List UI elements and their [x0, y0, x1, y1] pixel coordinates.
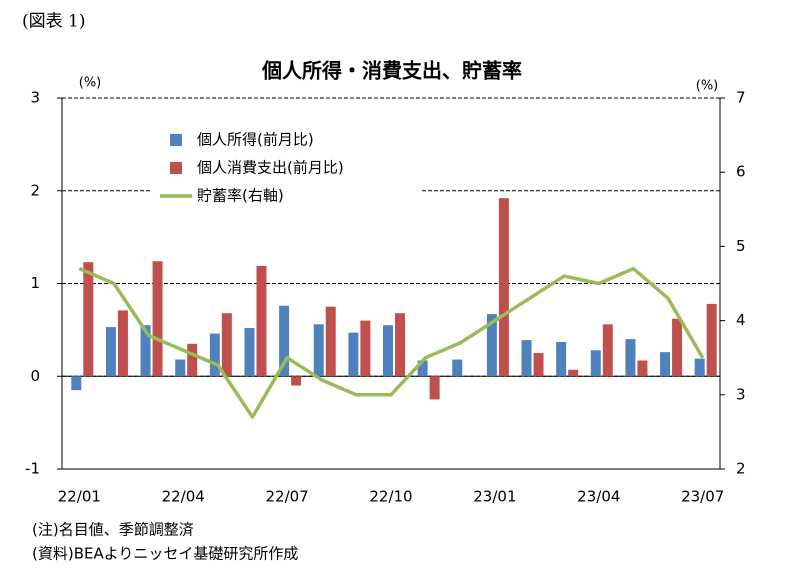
x-tick-label: 22/10	[369, 488, 412, 506]
y-tick-label: 2	[30, 181, 40, 199]
bar	[175, 359, 186, 377]
bar	[486, 314, 497, 377]
bar	[348, 332, 359, 377]
bar	[291, 376, 302, 386]
bar	[187, 343, 198, 377]
x-tick-label: 23/01	[473, 488, 516, 506]
bar	[602, 324, 613, 377]
bar	[244, 328, 255, 377]
bar	[256, 265, 267, 377]
y2-tick-label: 5	[736, 237, 746, 255]
bar	[672, 318, 683, 377]
y2-tick-label: 2	[736, 460, 746, 478]
y2-tick-label: 4	[736, 311, 746, 329]
bar	[417, 360, 428, 377]
bar	[152, 261, 163, 377]
y2-tick-label: 3	[736, 385, 746, 403]
bar	[625, 339, 636, 377]
y-tick-label: -1	[25, 460, 40, 478]
bar	[395, 313, 405, 377]
bar	[221, 313, 232, 377]
bar	[568, 369, 579, 377]
bar	[590, 350, 601, 377]
bar	[660, 352, 671, 377]
bar	[694, 358, 705, 377]
line	[78, 266, 705, 419]
legend-swatch	[170, 134, 182, 146]
bar	[452, 359, 463, 377]
y2-unit: (%)	[696, 79, 719, 94]
x-tick-label: 23/07	[681, 488, 724, 506]
y-tick-label: 1	[30, 274, 40, 292]
chart-title: 個人所得・消費支出、貯蓄率	[261, 59, 522, 83]
bar	[360, 320, 371, 377]
legend-box	[150, 122, 420, 208]
legend-label: 個人消費支出(前月比)	[197, 159, 344, 177]
bar	[209, 333, 220, 377]
legend-label: 個人所得(前月比)	[197, 131, 314, 149]
y2-tick-label: 7	[736, 89, 746, 107]
bar	[637, 360, 648, 377]
bar	[325, 306, 336, 377]
note: (注)名目値、季節調整済	[32, 521, 194, 539]
bar	[279, 305, 290, 377]
bar	[71, 376, 82, 391]
x-tick-label: 22/01	[58, 488, 101, 506]
bar	[117, 310, 128, 377]
bar	[556, 341, 567, 377]
bar	[383, 325, 393, 377]
y2-tick-label: 6	[736, 163, 746, 181]
legend-label: 貯蓄率(右軸)	[197, 187, 284, 205]
x-tick-label: 23/04	[577, 488, 620, 506]
y-unit: (%)	[79, 76, 102, 91]
x-tick-label: 22/07	[265, 488, 308, 506]
bar	[533, 353, 544, 377]
bar	[706, 303, 717, 377]
x-tick-label: 22/04	[162, 488, 205, 506]
y-tick-label: 0	[30, 367, 40, 385]
bar	[140, 325, 151, 377]
bar	[105, 327, 116, 377]
bar	[429, 376, 440, 400]
bar	[521, 340, 532, 377]
note: (資料)BEAよりニッセイ基礎研究所作成	[32, 545, 298, 563]
figure-label: (図表 1)	[22, 12, 85, 32]
legend-swatch	[170, 162, 182, 174]
bar	[498, 198, 509, 377]
bar	[313, 324, 324, 377]
bar	[83, 262, 94, 377]
y-tick-label: 3	[30, 89, 40, 107]
